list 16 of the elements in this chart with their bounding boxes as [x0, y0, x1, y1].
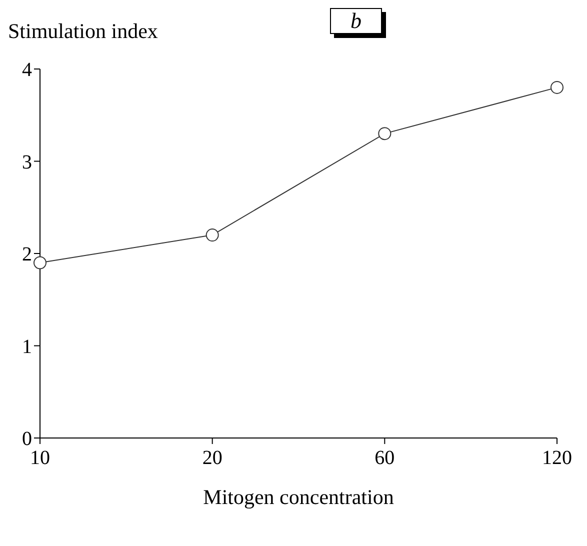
- y-axis-title: Stimulation index: [8, 19, 158, 43]
- point: [378, 127, 392, 140]
- point: [34, 256, 46, 270]
- x-tick-label: 120: [542, 447, 572, 470]
- text: b: [330, 8, 382, 34]
- x-tick-label: 20: [202, 447, 222, 470]
- y-tick-label: 0: [22, 428, 32, 450]
- point: [206, 228, 219, 242]
- y-tick-label: 2: [22, 244, 32, 266]
- x-axis-title: Mitogen concentration: [203, 485, 394, 509]
- x-tick-label: 10: [30, 447, 50, 470]
- x-tick-label: 60: [374, 447, 395, 470]
- y-tick-label: 4: [22, 59, 32, 82]
- point: [550, 80, 564, 94]
- y-tick-label: 1: [22, 336, 32, 358]
- y-tick-label: 3: [22, 151, 32, 174]
